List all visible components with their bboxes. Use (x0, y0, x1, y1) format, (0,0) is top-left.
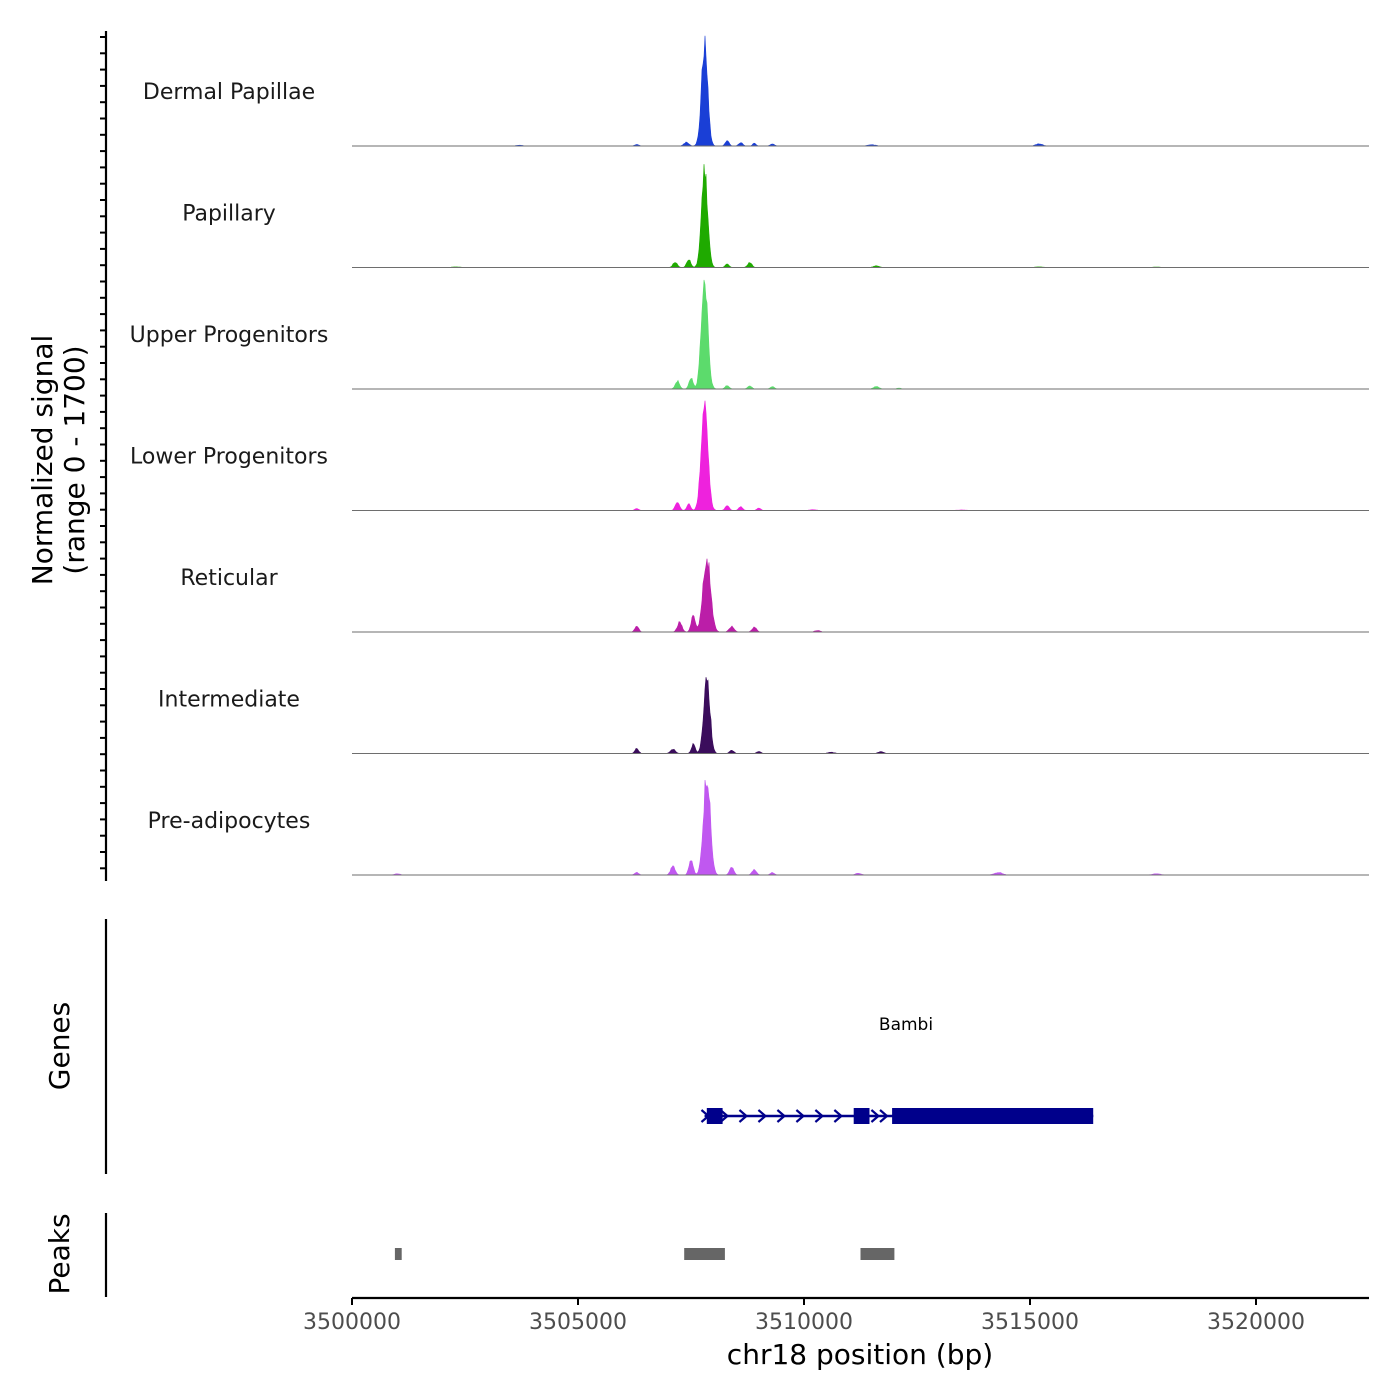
track-papillary: Papillary (182, 164, 1369, 268)
track-label: Reticular (180, 566, 278, 591)
track-pre-adipocytes: Pre-adipocytes (148, 779, 1369, 876)
peak-regions (394, 1248, 895, 1260)
signal-area (352, 558, 1369, 633)
track-reticular: Reticular (180, 558, 1369, 633)
x-tick-label: 3500000 (303, 1310, 401, 1335)
gene-model-bambi (700, 1108, 1094, 1124)
gene-exon (892, 1108, 1094, 1124)
gene-exon (706, 1108, 723, 1124)
strand-arrow (814, 1109, 825, 1123)
x-axis-ticks: 3500000 3505000 3510000 3515000 3520000 (303, 1298, 1305, 1335)
peaks-track-title: Peaks (43, 1213, 76, 1294)
y-axis-subtitle: (range 0 - 1700) (58, 345, 91, 574)
track-label: Upper Progenitors (130, 323, 329, 348)
x-tick-label: 3510000 (755, 1310, 853, 1335)
peak-region (394, 1248, 402, 1260)
signal-area (352, 35, 1369, 147)
x-axis-title: chr18 position (bp) (727, 1338, 993, 1371)
strand-arrow (795, 1109, 806, 1123)
x-tick-label: 3515000 (981, 1310, 1079, 1335)
y-axis-title: Normalized signal (26, 335, 59, 586)
signal-area (352, 677, 1369, 754)
x-tick-label: 3505000 (529, 1310, 627, 1335)
track-label: Intermediate (158, 688, 300, 713)
track-label: Lower Progenitors (130, 445, 328, 470)
track-label: Dermal Papillae (143, 80, 315, 105)
track-label: Pre-adipocytes (148, 809, 311, 834)
signal-area (352, 400, 1369, 511)
gene-exon (853, 1108, 870, 1124)
track-label: Papillary (182, 202, 276, 227)
signal-area (352, 164, 1369, 268)
strand-arrow (870, 1109, 881, 1123)
strand-arrow (879, 1109, 889, 1123)
track-upper-progenitors: Upper Progenitors (130, 279, 1369, 390)
strand-arrow (757, 1109, 768, 1123)
x-tick-label: 3520000 (1207, 1310, 1305, 1335)
strand-arrow (738, 1109, 749, 1123)
signal-area (352, 779, 1369, 876)
track-intermediate: Intermediate (158, 677, 1369, 754)
strand-arrow (776, 1109, 787, 1123)
genes-track-title: Genes (43, 1002, 76, 1090)
strand-arrow (833, 1109, 844, 1123)
track-dermal-papillae: Dermal Papillae (143, 35, 1369, 147)
signal-area (352, 279, 1369, 390)
coverage-tracks: Dermal Papillae Papillary Upper Progenitor… (130, 35, 1369, 876)
coverage-y-ticks (100, 36, 106, 870)
peak-region (684, 1248, 725, 1260)
gene-label-bambi: Bambi (879, 1015, 933, 1035)
track-lower-progenitors: Lower Progenitors (130, 400, 1369, 511)
strand-arrow (719, 1109, 730, 1123)
peak-region (860, 1248, 895, 1260)
